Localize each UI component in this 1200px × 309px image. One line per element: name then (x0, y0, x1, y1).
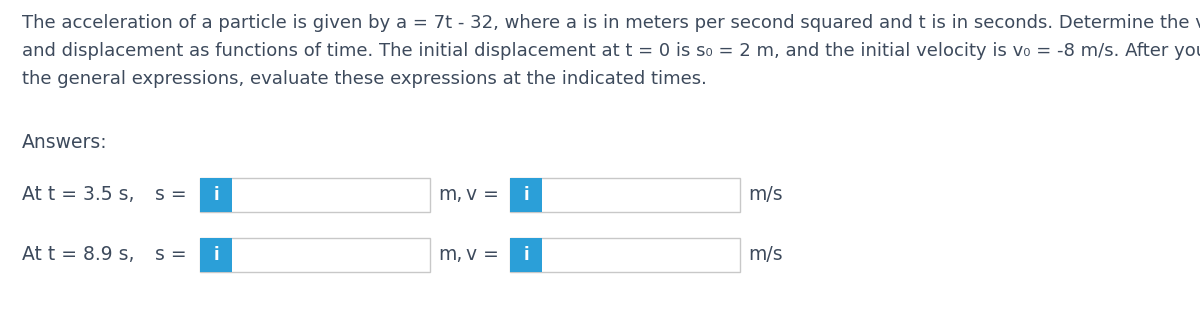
Text: i: i (214, 246, 218, 264)
Text: m,: m, (438, 185, 462, 205)
Text: and displacement as functions of time. The initial displacement at t = 0 is s₀ =: and displacement as functions of time. T… (22, 42, 1200, 60)
FancyBboxPatch shape (510, 238, 542, 272)
Text: Answers:: Answers: (22, 133, 108, 152)
FancyBboxPatch shape (510, 178, 542, 212)
Text: i: i (523, 246, 529, 264)
FancyBboxPatch shape (200, 238, 232, 272)
Text: At t = 3.5 s,: At t = 3.5 s, (22, 185, 134, 205)
Text: m/s: m/s (748, 245, 782, 265)
FancyBboxPatch shape (200, 178, 430, 212)
FancyBboxPatch shape (200, 238, 430, 272)
FancyBboxPatch shape (200, 178, 232, 212)
Text: s =: s = (155, 185, 187, 205)
Text: i: i (523, 186, 529, 204)
Text: m/s: m/s (748, 185, 782, 205)
FancyBboxPatch shape (510, 178, 740, 212)
Text: At t = 8.9 s,: At t = 8.9 s, (22, 245, 134, 265)
Text: m,: m, (438, 245, 462, 265)
Text: The acceleration of a particle is given by a = 7t - 32, where a is in meters per: The acceleration of a particle is given … (22, 14, 1200, 32)
Text: i: i (214, 186, 218, 204)
Text: s =: s = (155, 245, 187, 265)
Text: v =: v = (466, 245, 499, 265)
FancyBboxPatch shape (510, 238, 740, 272)
Text: the general expressions, evaluate these expressions at the indicated times.: the general expressions, evaluate these … (22, 70, 707, 88)
Text: v =: v = (466, 185, 499, 205)
